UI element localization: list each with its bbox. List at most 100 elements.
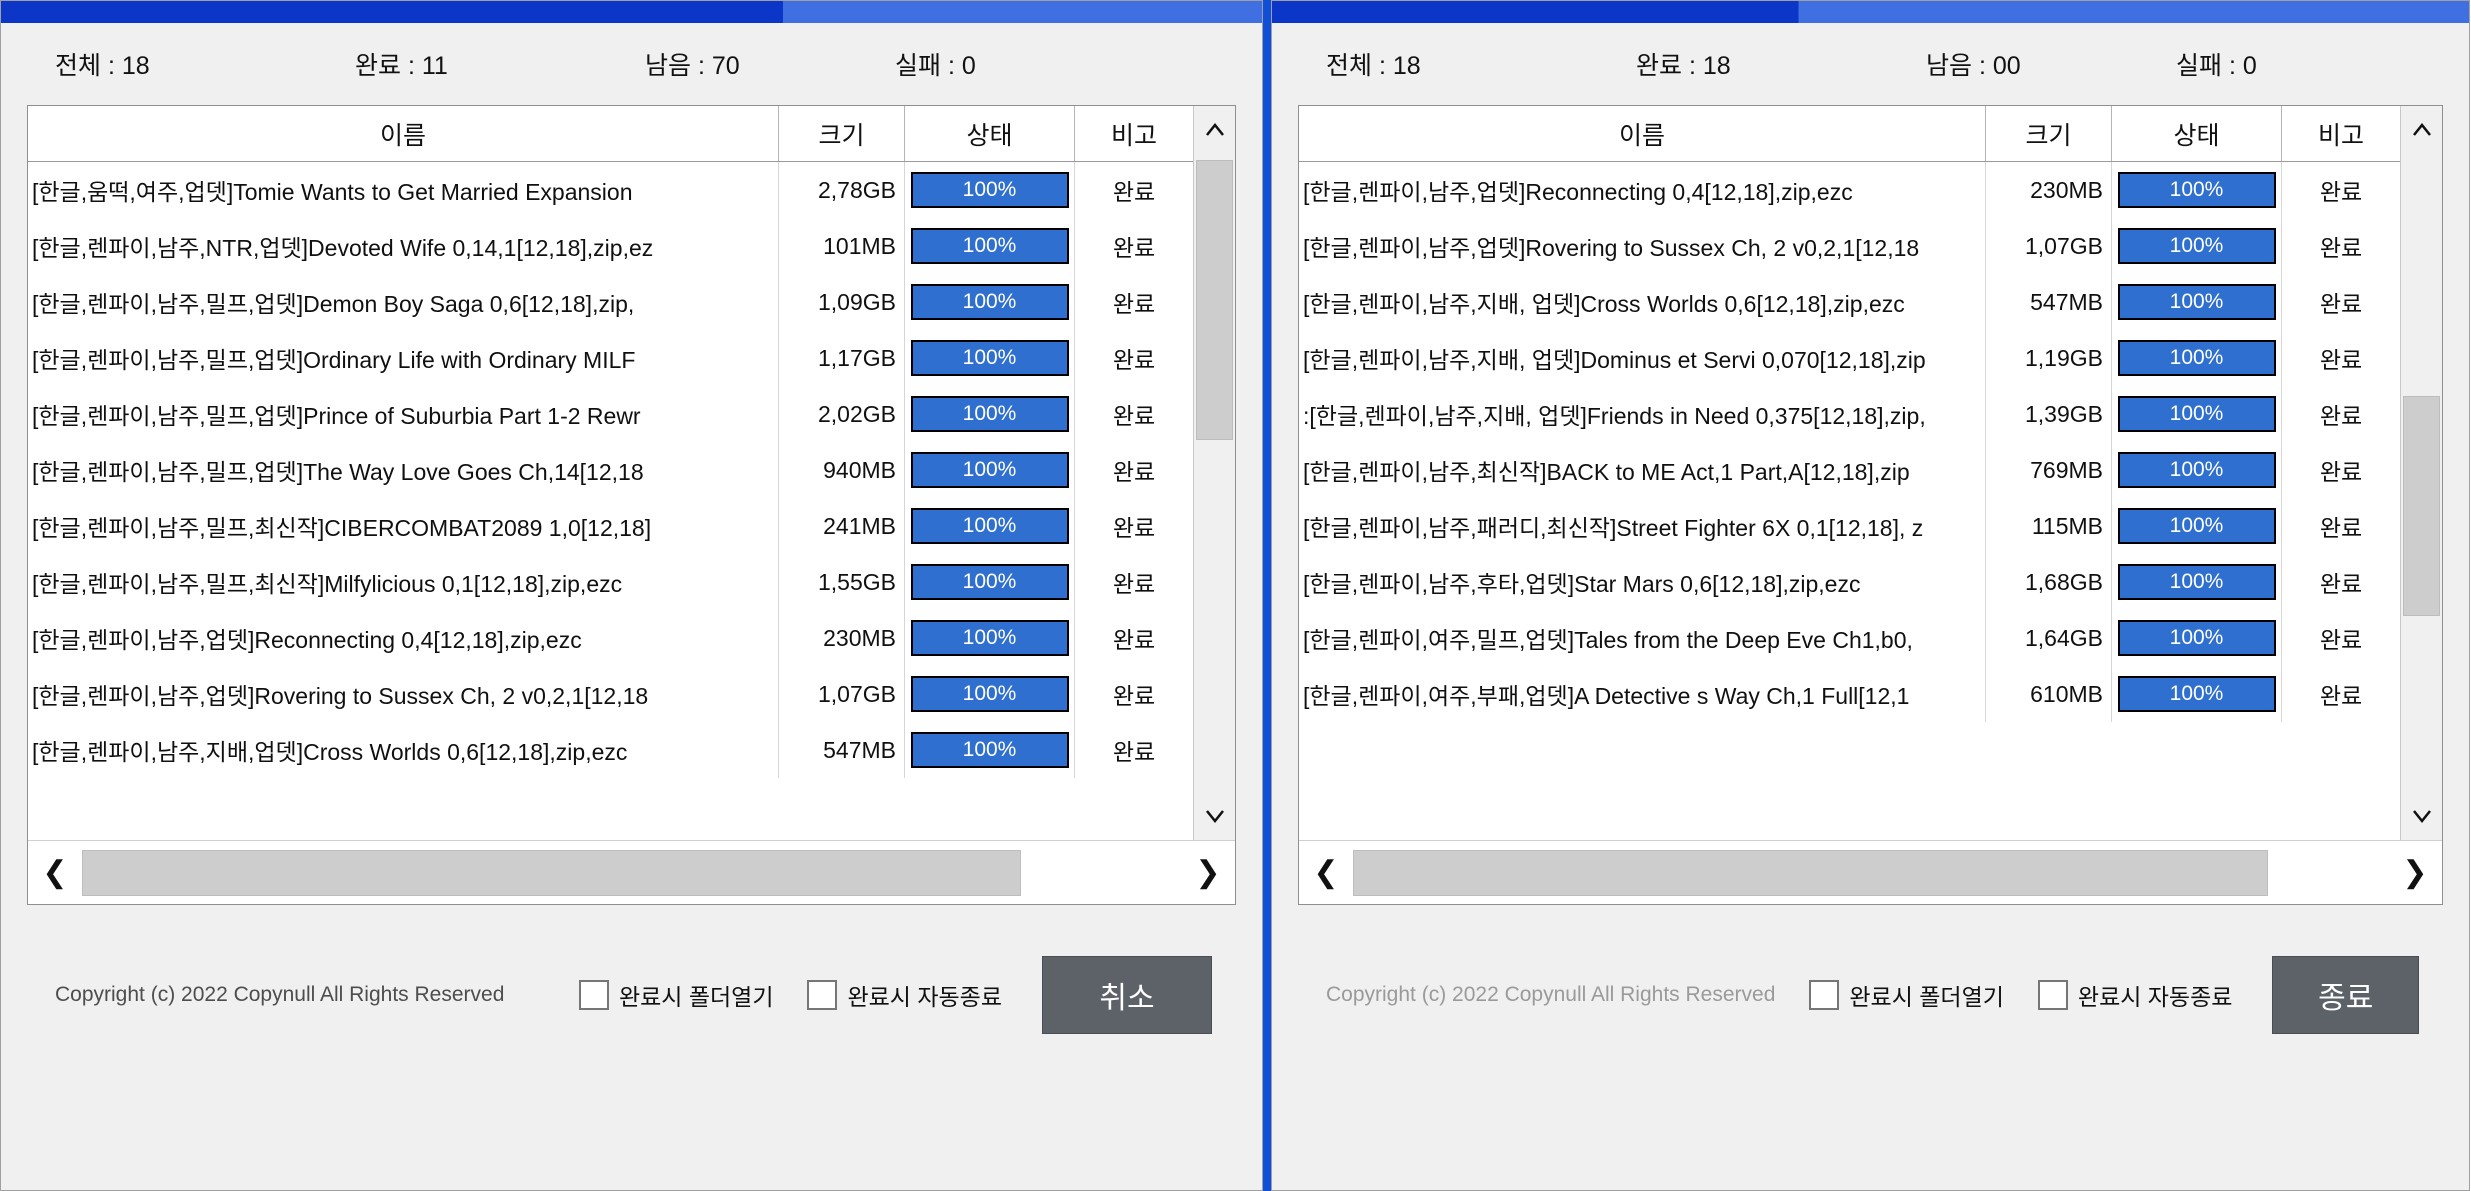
table-row[interactable]: [한글,렌파이,남주,업뎃]Rovering to Sussex Ch, 2 v… (28, 666, 1193, 722)
row-file-name: [한글,렌파이,남주,후타,업뎃]Star Mars 0,6[12,18],zi… (1299, 554, 1986, 610)
table-row[interactable]: [한글,렌파이,남주,밀프,업뎃]Ordinary Life with Ordi… (28, 330, 1193, 386)
table-row[interactable]: [한글,렌파이,남주,업뎃]Rovering to Sussex Ch, 2 v… (1299, 218, 2400, 274)
progress-label: 100% (2169, 234, 2224, 257)
row-file-name: [한글,렌파이,남주,지배,업뎃]Cross Worlds 0,6[12,18]… (28, 722, 779, 778)
scroll-left-arrow-icon[interactable]: ❮ (1313, 856, 1339, 889)
row-status-note: 완료 (1112, 291, 1156, 317)
row-progress-cell: 100% (2112, 498, 2282, 554)
scroll-left-arrow-icon[interactable]: ❮ (42, 856, 68, 889)
right-hscroll-track[interactable] (1353, 849, 2388, 896)
row-progress-cell: 100% (905, 442, 1075, 498)
row-file-size: 241MB (779, 498, 905, 554)
right-vertical-scrollbar[interactable] (2400, 106, 2442, 840)
row-progress-cell: 100% (905, 386, 1075, 442)
open-folder-checkbox[interactable]: 완료시 폴더열기 (578, 978, 773, 1012)
row-status-note: 완료 (1112, 515, 1156, 541)
scroll-down-arrow-icon[interactable] (2401, 790, 2442, 840)
column-header-note[interactable]: 비고 (2282, 106, 2400, 161)
table-row[interactable]: [한글,렌파이,여주,밀프,업뎃]Tales from the Deep Eve… (1299, 610, 2400, 666)
table-row[interactable]: [한글,렌파이,남주,밀프,업뎃]Prince of Suburbia Part… (28, 386, 1193, 442)
column-header-state[interactable]: 상태 (905, 106, 1075, 161)
title-bar-left[interactable] (1, 1, 1262, 23)
right-scroll-thumb[interactable] (2403, 396, 2440, 616)
row-file-size: 1,09GB (779, 274, 905, 330)
auto-close-checkbox[interactable]: 완료시 자동종료 (2037, 978, 2232, 1012)
column-header-state[interactable]: 상태 (2112, 106, 2282, 161)
scroll-up-arrow-icon[interactable] (2401, 106, 2442, 156)
row-progress-cell: 100% (905, 498, 1075, 554)
scroll-down-arrow-icon[interactable] (1194, 790, 1235, 840)
row-progress-cell: 100% (2112, 218, 2282, 274)
row-status-note: 완료 (1112, 459, 1156, 485)
table-row[interactable]: [한글,렌파이,남주,밀프,최신작]Milfylicious 0,1[12,18… (28, 554, 1193, 610)
column-header-note[interactable]: 비고 (1075, 106, 1193, 161)
right-scroll-track[interactable] (2401, 156, 2442, 790)
table-row[interactable]: [한글,렌파이,여주,부패,업뎃]A Detective s Way Ch,1 … (1299, 666, 2400, 722)
row-file-name: [한글,렌파이,남주,밀프,최신작]Milfylicious 0,1[12,18… (28, 554, 779, 610)
table-row[interactable]: [한글,렌파이,남주,후타,업뎃]Star Mars 0,6[12,18],zi… (1299, 554, 2400, 610)
column-header-name[interactable]: 이름 (1299, 106, 1986, 161)
right-horizontal-scrollbar[interactable]: ❮ ❯ (1299, 840, 2442, 904)
table-row[interactable]: :[한글,렌파이,남주,지배, 업뎃]Friends in Need 0,375… (1299, 386, 2400, 442)
open-folder-checkbox[interactable]: 완료시 폴더열기 (1809, 978, 2004, 1012)
left-hscroll-thumb[interactable] (82, 849, 1021, 896)
column-header-size[interactable]: 크기 (1986, 106, 2112, 161)
column-header-name[interactable]: 이름 (28, 106, 779, 161)
row-progress-cell: 100% (2112, 666, 2282, 722)
progress-bar: 100% (910, 564, 1069, 600)
row-status-note: 완료 (2319, 403, 2363, 429)
table-row[interactable]: [한글,움떡,여주,업뎃]Tomie Wants to Get Married … (28, 162, 1193, 218)
table-row[interactable]: [한글,렌파이,남주,밀프,업뎃]The Way Love Goes Ch,14… (28, 442, 1193, 498)
checkbox-box[interactable] (1809, 980, 1840, 1010)
row-file-size: 1,07GB (1986, 218, 2112, 274)
row-status-note: 완료 (1112, 235, 1156, 261)
row-progress-cell: 100% (2112, 442, 2282, 498)
row-progress-cell: 100% (905, 218, 1075, 274)
left-scroll-thumb[interactable] (1196, 160, 1233, 440)
row-file-size: 1,68GB (1986, 554, 2112, 610)
open-folder-label: 완료시 폴더열기 (1849, 984, 2004, 1010)
table-row[interactable]: [한글,렌파이,남주,지배, 업뎃]Dominus et Servi 0,070… (1299, 330, 2400, 386)
checkbox-box[interactable] (807, 980, 838, 1010)
table-row[interactable]: [한글,렌파이,남주,NTR,업뎃]Devoted Wife 0,14,1[12… (28, 218, 1193, 274)
left-vertical-scrollbar[interactable] (1193, 106, 1235, 840)
row-status-note: 완료 (2319, 291, 2363, 317)
row-status-note: 완료 (2319, 347, 2363, 373)
row-file-name: [한글,렌파이,남주,지배, 업뎃]Dominus et Servi 0,070… (1299, 330, 1986, 386)
progress-label: 100% (962, 402, 1017, 425)
row-progress-cell: 100% (2112, 330, 2282, 386)
right-hscroll-thumb[interactable] (1353, 849, 2268, 896)
table-row[interactable]: [한글,렌파이,남주,업뎃]Reconnecting 0,4[12,18],zi… (28, 610, 1193, 666)
auto-close-checkbox[interactable]: 완료시 자동종료 (807, 978, 1002, 1012)
left-hscroll-track[interactable] (82, 849, 1181, 896)
table-row[interactable]: [한글,렌파이,남주,최신작]BACK to ME Act,1 Part,A[1… (1299, 442, 2400, 498)
table-row[interactable]: [한글,렌파이,남주,지배,업뎃]Cross Worlds 0,6[12,18]… (28, 722, 1193, 778)
progress-bar: 100% (2117, 396, 2276, 432)
row-file-size: 101MB (779, 218, 905, 274)
table-row[interactable]: [한글,렌파이,남주,밀프,업뎃]Demon Boy Saga 0,6[12,1… (28, 274, 1193, 330)
left-scroll-track[interactable] (1194, 156, 1235, 790)
row-file-name: [한글,렌파이,남주,업뎃]Rovering to Sussex Ch, 2 v… (1299, 218, 1986, 274)
title-bar-right[interactable] (1272, 1, 2469, 23)
scroll-right-arrow-icon[interactable]: ❯ (2402, 856, 2428, 889)
left-horizontal-scrollbar[interactable]: ❮ ❯ (28, 840, 1235, 904)
row-file-size: 2,78GB (779, 162, 905, 218)
row-status-note: 완료 (2319, 179, 2363, 205)
checkbox-box[interactable] (2037, 980, 2068, 1010)
table-row[interactable]: [한글,렌파이,남주,업뎃]Reconnecting 0,4[12,18],zi… (1299, 162, 2400, 218)
row-status-note: 완료 (1112, 347, 1156, 373)
column-header-size[interactable]: 크기 (779, 106, 905, 161)
progress-bar: 100% (910, 452, 1069, 488)
table-row[interactable]: [한글,렌파이,남주,패러디,최신작]Street Fighter 6X 0,1… (1299, 498, 2400, 554)
table-row[interactable]: [한글,렌파이,남주,지배, 업뎃]Cross Worlds 0,6[12,18… (1299, 274, 2400, 330)
progress-bar: 100% (2117, 172, 2276, 208)
scroll-up-arrow-icon[interactable] (1194, 106, 1235, 156)
row-progress-cell: 100% (2112, 386, 2282, 442)
stat-done: 완료 : 18 (1636, 52, 1731, 80)
table-row[interactable]: [한글,렌파이,남주,밀프,최신작]CIBERCOMBAT2089 1,0[12… (28, 498, 1193, 554)
cancel-button[interactable]: 취소 (1042, 956, 1212, 1034)
row-file-size: 940MB (779, 442, 905, 498)
scroll-right-arrow-icon[interactable]: ❯ (1195, 856, 1221, 889)
close-button[interactable]: 종료 (2272, 956, 2419, 1034)
checkbox-box[interactable] (578, 980, 609, 1010)
